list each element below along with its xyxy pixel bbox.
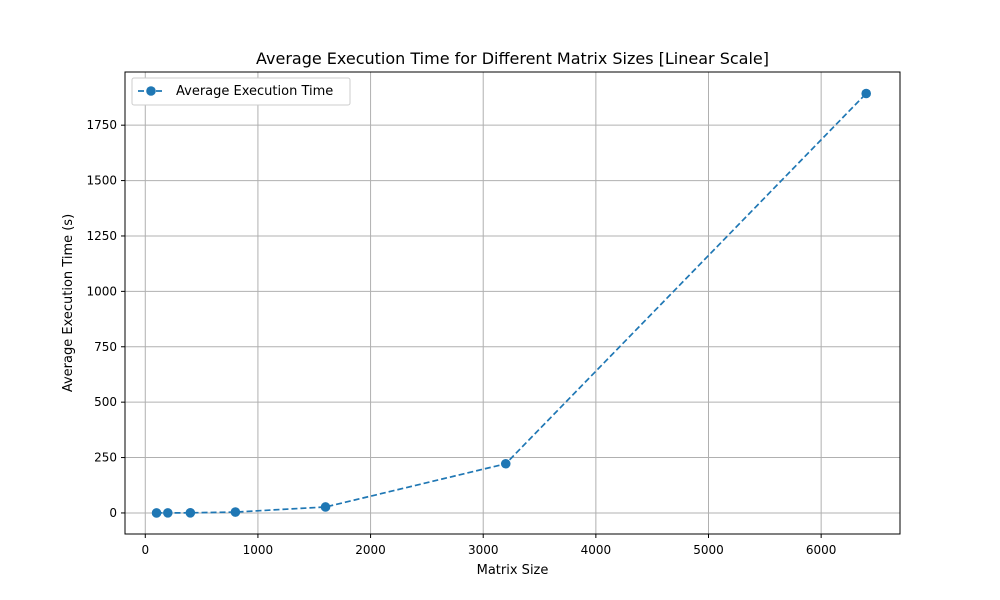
data-point [163,508,173,518]
data-point [185,508,196,518]
y-axis-label: Average Execution Time (s) [61,214,76,392]
x-tick-label: 0 [141,543,149,557]
x-tick-label: 4000 [581,543,612,557]
data-point [861,88,872,99]
y-tick-label: 750 [94,340,117,354]
legend: Average Execution Time [131,77,351,106]
legend-series-marker [146,86,156,96]
y-tick-label: 1250 [86,229,117,243]
y-tick-label: 1750 [86,118,117,132]
series-line [156,92,867,514]
chart-title: Average Execution Time for Different Mat… [256,49,769,68]
x-axis-ticks: 0 1000 2000 3000 4000 5000 6000 [141,534,836,557]
x-axis-label: Matrix Size [477,563,549,578]
y-tick-label: 500 [94,395,117,409]
y-tick-label: 0 [109,506,117,520]
plot-frame [124,71,901,535]
x-tick-label: 2000 [355,543,386,557]
y-tick-label: 1500 [86,174,117,188]
x-tick-label: 6000 [806,543,837,557]
data-point [230,507,241,517]
x-tick-label: 3000 [468,543,499,557]
legend-series-label: Average Execution Time [176,84,333,99]
series-layer [151,88,872,518]
x-tick-label: 1000 [243,543,274,557]
grid-lines [125,72,900,534]
data-point [151,508,162,518]
y-axis-ticks: 0 250 500 750 1000 1250 1500 1750 [86,118,125,520]
x-tick-label: 5000 [693,543,724,557]
data-point [320,502,331,512]
legend-box [131,77,351,106]
data-point [500,458,511,469]
y-tick-label: 1000 [86,284,117,298]
y-tick-label: 250 [94,451,117,465]
